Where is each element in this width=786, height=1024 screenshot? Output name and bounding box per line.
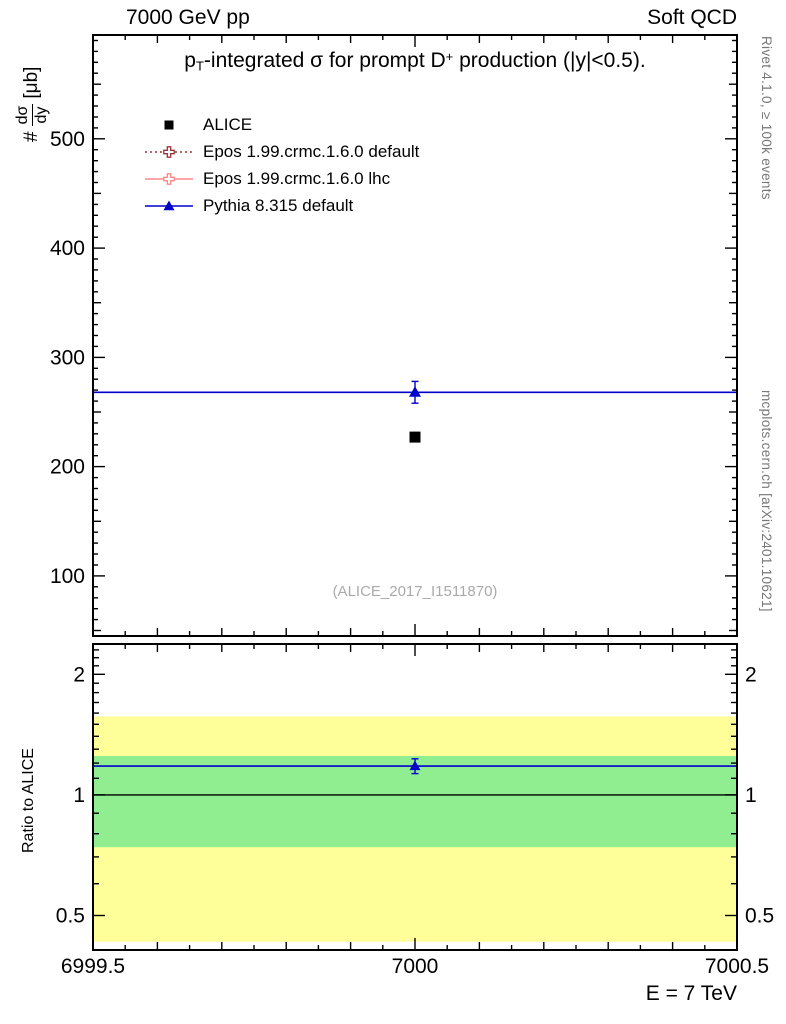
plot-title: pT-integrated σ for prompt D+ production… bbox=[93, 49, 737, 73]
title-superscript: + bbox=[445, 49, 454, 65]
legend-label-alice: ALICE bbox=[203, 114, 253, 134]
ylabel-numerator: dσ bbox=[14, 103, 33, 127]
filled-square-marker-icon bbox=[164, 120, 174, 129]
legend-item-alice: ALICE bbox=[143, 111, 419, 138]
dotted-line-cross-marker-icon bbox=[145, 145, 193, 158]
title-part: for prompt D bbox=[323, 49, 446, 72]
main-model-line bbox=[93, 380, 737, 404]
legend-label-pythia: Pythia 8.315 default bbox=[203, 195, 354, 215]
ylabel-prefix: # bbox=[21, 131, 43, 142]
legend-item-epos-default: Epos 1.99.crmc.1.6.0 default bbox=[143, 138, 419, 165]
legend-item-pythia: Pythia 8.315 default bbox=[143, 192, 419, 219]
svg-text:400: 400 bbox=[50, 237, 85, 260]
svg-text:200: 200 bbox=[50, 456, 85, 479]
svg-text:7000.5: 7000.5 bbox=[705, 955, 769, 978]
svg-text:0.5: 0.5 bbox=[745, 905, 774, 928]
beam-energy-label: 7000 GeV pp bbox=[126, 6, 250, 29]
svg-text:500: 500 bbox=[50, 128, 85, 151]
title-part: p bbox=[184, 49, 196, 72]
svg-text:300: 300 bbox=[50, 346, 85, 369]
svg-text:1: 1 bbox=[745, 784, 757, 807]
svg-text:1: 1 bbox=[73, 784, 85, 807]
ratio-plot-frame bbox=[92, 643, 738, 951]
ratio-uncertainty-bands bbox=[93, 716, 737, 942]
data-point-alice bbox=[409, 431, 421, 443]
mcplots-reference-note: mcplots.cern.ch [arXiv:2401.10621] bbox=[759, 390, 774, 612]
ylabel-denominator: dy bbox=[32, 106, 50, 124]
title-part: production (|y|<0.5). bbox=[453, 49, 646, 72]
main-plot-frame bbox=[92, 34, 738, 637]
rivet-version-note: Rivet 4.1.0, ≥ 100k events bbox=[759, 36, 774, 200]
axis-tick-labels: 100 200 300 400 500 0.5 0.5 1 1 2 2 6999.5 7000 7000.… bbox=[50, 128, 774, 978]
title-sigma: σ bbox=[310, 49, 324, 72]
ratio-y-axis-title: Ratio to ALICE bbox=[20, 748, 37, 853]
svg-text:100: 100 bbox=[50, 565, 85, 588]
svg-text:7000: 7000 bbox=[392, 955, 439, 978]
main-y-axis-title: # dσ dy [μb] bbox=[14, 67, 50, 142]
svg-text:2: 2 bbox=[745, 663, 757, 686]
title-subscript: T bbox=[195, 58, 204, 74]
svg-text:6999.5: 6999.5 bbox=[61, 955, 125, 978]
analysis-id-watermark: (ALICE_2017_I1511870) bbox=[332, 583, 498, 600]
x-axis-title: E = 7 TeV bbox=[645, 982, 737, 1005]
ylabel-units: [μb] bbox=[21, 66, 43, 99]
process-group-label: Soft QCD bbox=[647, 6, 737, 29]
svg-text:0.5: 0.5 bbox=[56, 905, 85, 928]
legend-label-epos-lhc: Epos 1.99.crmc.1.6.0 lhc bbox=[203, 168, 391, 188]
ylabel-fraction: dσ dy bbox=[14, 103, 50, 127]
ratio-model-line bbox=[93, 758, 737, 775]
legend-label-epos-default: Epos 1.99.crmc.1.6.0 default bbox=[203, 141, 420, 161]
title-part: -integrated bbox=[203, 49, 311, 72]
legend-item-epos-lhc: Epos 1.99.crmc.1.6.0 lhc bbox=[143, 165, 419, 192]
solid-line-triangle-marker-icon bbox=[145, 200, 193, 210]
legend: ALICE Epos 1.99.crmc.1.6.0 default Epos … bbox=[143, 111, 419, 219]
solid-line-cross-marker-icon bbox=[145, 172, 193, 185]
svg-text:2: 2 bbox=[73, 663, 85, 686]
